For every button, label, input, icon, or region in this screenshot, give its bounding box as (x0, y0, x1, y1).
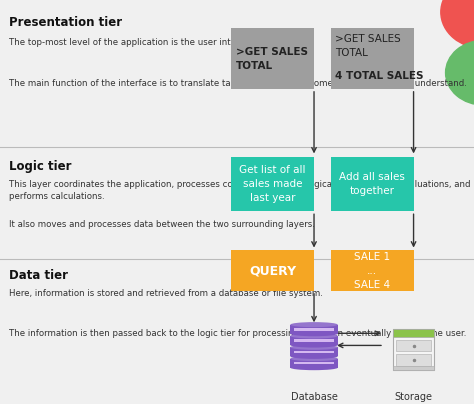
Text: Logic tier: Logic tier (9, 160, 72, 173)
Text: The top-most level of the application is the user interface.: The top-most level of the application is… (9, 38, 261, 47)
FancyBboxPatch shape (331, 250, 413, 291)
Ellipse shape (290, 322, 337, 327)
Bar (293, 328, 334, 330)
Bar (393, 329, 434, 370)
Text: QUERY: QUERY (249, 264, 296, 277)
Text: Storage: Storage (394, 392, 433, 402)
Text: 4 TOTAL SALES: 4 TOTAL SALES (336, 71, 424, 81)
Text: Data tier: Data tier (9, 269, 68, 282)
Text: Get list of all
sales made
last year: Get list of all sales made last year (239, 165, 306, 203)
Ellipse shape (290, 365, 337, 370)
Text: SALE 1
...
SALE 4: SALE 1 ... SALE 4 (354, 252, 390, 290)
Text: The main function of the interface is to translate tasks and results to somethin: The main function of the interface is to… (9, 79, 467, 88)
Ellipse shape (290, 354, 337, 359)
Bar (290, 336, 337, 345)
Bar (396, 340, 431, 351)
Text: Here, information is stored and retrieved from a database or file system.: Here, information is stored and retrieve… (9, 289, 323, 298)
FancyBboxPatch shape (231, 156, 314, 211)
Ellipse shape (290, 333, 337, 339)
Circle shape (441, 0, 474, 48)
Ellipse shape (290, 356, 337, 361)
Text: It also moves and processes data between the two surrounding layers.: It also moves and processes data between… (9, 220, 315, 229)
FancyBboxPatch shape (331, 156, 413, 211)
Bar (290, 325, 337, 334)
Text: Presentation tier: Presentation tier (9, 16, 123, 29)
Text: Database: Database (291, 392, 337, 402)
Text: >GET SALES
TOTAL: >GET SALES TOTAL (336, 34, 401, 57)
Text: The information is then passed back to the logic tier for processing, and then e: The information is then passed back to t… (9, 329, 467, 338)
Bar (290, 359, 337, 368)
Bar (393, 366, 434, 370)
FancyBboxPatch shape (331, 28, 413, 89)
Text: Add all sales
together: Add all sales together (339, 172, 405, 196)
FancyBboxPatch shape (231, 250, 314, 291)
Bar (293, 339, 334, 342)
Ellipse shape (290, 331, 337, 336)
Bar (393, 329, 434, 337)
Text: >GET SALES
TOTAL: >GET SALES TOTAL (236, 46, 308, 71)
Text: This layer coordinates the application, processes commands, makes logical decisi: This layer coordinates the application, … (9, 180, 471, 200)
FancyBboxPatch shape (231, 28, 314, 89)
Bar (293, 362, 334, 364)
Bar (293, 351, 334, 353)
Circle shape (446, 40, 474, 105)
Ellipse shape (290, 345, 337, 350)
Bar (396, 354, 431, 366)
Ellipse shape (290, 343, 337, 347)
Bar (290, 347, 337, 356)
